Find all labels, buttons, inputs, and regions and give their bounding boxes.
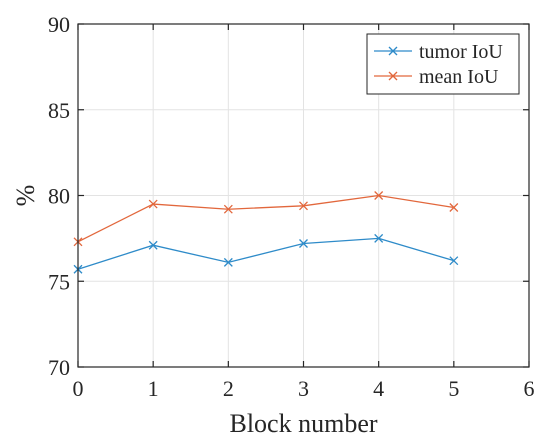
x-tick-label: 2 [223,376,234,401]
x-tick-label: 6 [524,376,535,401]
y-tick-label: 70 [48,355,70,380]
x-tick-label: 1 [148,376,159,401]
data-point [449,203,459,212]
legend-box [366,33,520,95]
legend-entry: mean IoU [374,66,499,88]
y-tick-label: 75 [48,269,70,294]
legend-marker [388,46,398,56]
data-point [374,191,384,200]
data-point [223,204,233,214]
series-mean-iou [73,191,459,247]
data-point [299,239,308,248]
y-axis-label: % [11,185,40,207]
legend-label: tumor IoU [419,41,503,63]
x-tick-label: 0 [73,376,84,401]
legend: tumor IoU mean IoU [366,33,520,95]
data-point [449,256,459,266]
series-line [77,194,454,243]
y-tick-label: 80 [48,184,70,209]
series-line [77,237,455,270]
y-tick-label: 90 [48,12,70,37]
data-point [374,233,384,243]
data-point [148,199,158,209]
data-point [299,201,308,211]
axes [77,23,530,368]
y-tick-label: 85 [48,98,70,123]
x-tick-label: 5 [448,376,459,401]
legend-marker [388,71,398,81]
legend-label: mean IoU [419,66,499,88]
x-tick-label: 4 [373,376,384,401]
legend-entry: tumor IoU [374,41,503,63]
data-point [223,257,233,267]
tick-labels: 0 1 2 3 4 5 6 70 75 80 85 90 [48,12,535,401]
x-axis-label: Block number [229,409,377,438]
data-point [148,240,158,250]
series-tumor-iou [73,233,459,274]
series-layer [73,191,459,274]
x-tick-label: 3 [298,376,309,401]
